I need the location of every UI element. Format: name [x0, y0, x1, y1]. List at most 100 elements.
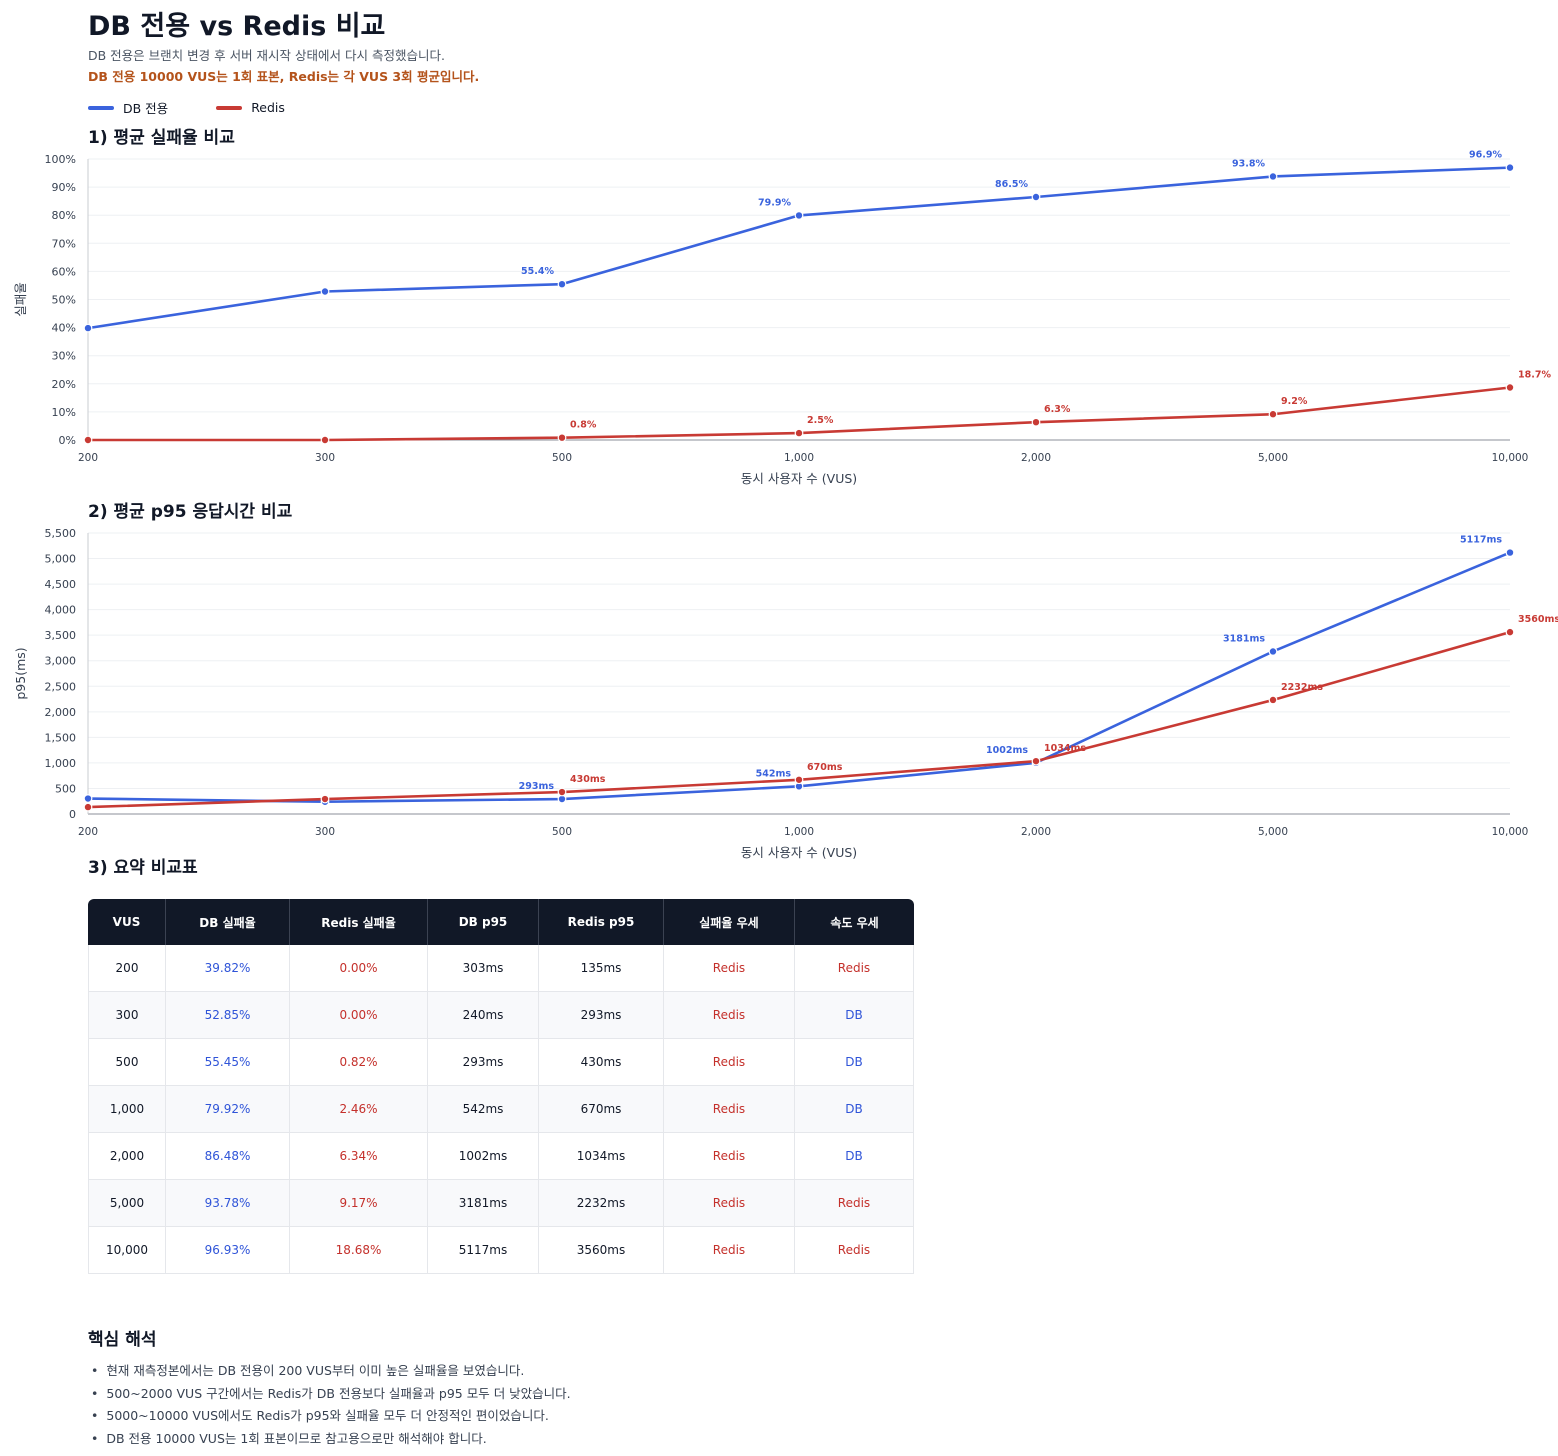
redis-data-point: [1268, 695, 1278, 705]
y-tick-label: 4,000: [45, 604, 77, 617]
insight-item: 500~2000 VUS 구간에서는 Redis가 DB 전용보다 실패율과 p…: [88, 1383, 570, 1406]
legend-label-db: DB 전용: [123, 101, 169, 116]
legend: DB 전용 Redis: [88, 98, 333, 117]
y-tick-label: 30%: [52, 350, 76, 363]
insight-item: DB 전용 10000 VUS는 1회 표본이므로 참고용으로만 해석해야 합니…: [88, 1428, 571, 1451]
table-row: 300 52.85% 0.00% 240ms 293ms Redis DB: [88, 992, 914, 1039]
table-cell: 670ms: [539, 1086, 664, 1133]
x-tick-label: 300: [315, 826, 335, 838]
table-cell: Redis: [664, 1086, 795, 1133]
db-data-label: 93.8%: [1232, 158, 1265, 169]
summary-table: VUS DB 실패율 Redis 실패율 DB p95 Redis p95 실패…: [88, 899, 914, 1274]
db-series-line: [87, 551, 1511, 804]
table-header-row: VUS DB 실패율 Redis 실패율 DB p95 Redis p95 실패…: [88, 899, 914, 945]
db-data-point: [83, 323, 93, 333]
y-tick-label: 90%: [52, 181, 76, 194]
db-data-label: 1002ms: [986, 745, 1028, 756]
table-row: 5,000 93.78% 9.17% 3181ms 2232ms Redis Redis: [88, 1180, 914, 1227]
y-tick-label: 500: [55, 782, 76, 795]
table-cell: Redis: [664, 1180, 795, 1227]
table-cell: Redis: [664, 1227, 795, 1274]
db-data-point: [557, 279, 567, 289]
table-cell: 293ms: [428, 1039, 539, 1086]
sample-note: DB 전용 10000 VUS는 1회 표본, Redis는 각 VUS 3회 …: [88, 69, 480, 84]
col-header-db-p95: DB p95: [428, 899, 539, 945]
insight-item: 현재 재측정본에서는 DB 전용이 200 VUS부터 이미 높은 실패율을 보…: [88, 1360, 571, 1383]
x-tick-label: 5,000: [1258, 826, 1288, 838]
redis-data-point: [794, 428, 804, 438]
table-cell: 39.82%: [166, 945, 290, 992]
table-cell: 293ms: [539, 992, 664, 1039]
x-axis-title: 동시 사용자 수 (VUS): [741, 471, 857, 486]
table-cell: 0.00%: [290, 945, 428, 992]
y-tick-label: 60%: [52, 265, 76, 278]
legend-item-db: DB 전용: [88, 98, 168, 117]
insights-list: 현재 재측정본에서는 DB 전용이 200 VUS부터 이미 높은 실패율을 보…: [88, 1360, 571, 1451]
redis-data-point: [1268, 409, 1278, 419]
redis-data-point: [557, 787, 567, 797]
table-row: 1,000 79.92% 2.46% 542ms 670ms Redis DB: [88, 1086, 914, 1133]
redis-data-label: 9.2%: [1281, 396, 1308, 407]
db-data-point: [794, 211, 804, 220]
db-data-point: [1505, 548, 1515, 557]
y-tick-label: 3,000: [45, 655, 77, 668]
x-tick-label: 200: [78, 826, 98, 838]
table-cell: DB: [795, 1039, 914, 1086]
table-body: 200 39.82% 0.00% 303ms 135ms Redis Redis 300 52.…: [88, 945, 914, 1274]
table-row: 500 55.45% 0.82% 293ms 430ms Redis DB: [88, 1039, 914, 1086]
table-cell: 1,000: [88, 1086, 166, 1133]
x-tick-label: 10,000: [1492, 826, 1529, 838]
page-subtitle: DB 전용은 브랜치 변경 후 서버 재시작 상태에서 다시 측정했습니다.: [88, 48, 445, 63]
db-data-label: 293ms: [519, 781, 555, 792]
table-cell: 96.93%: [166, 1227, 290, 1274]
y-tick-label: 1,000: [45, 757, 77, 770]
redis-data-point: [1031, 417, 1041, 427]
redis-data-point: [1505, 383, 1515, 392]
table-cell: 430ms: [539, 1039, 664, 1086]
redis-data-point: [794, 775, 804, 785]
table-cell: 303ms: [428, 945, 539, 992]
x-tick-label: 500: [552, 452, 572, 464]
y-tick-label: 5,000: [45, 553, 77, 566]
x-tick-label: 1,000: [784, 452, 814, 464]
db-data-point: [1031, 192, 1041, 202]
col-header-db-fail: DB 실패율: [166, 899, 290, 945]
y-tick-label: 20%: [52, 378, 76, 391]
table-cell: 2232ms: [539, 1180, 664, 1227]
redis-data-label: 3560ms: [1518, 614, 1558, 625]
col-header-vus: VUS: [88, 899, 166, 945]
p95-section-title: 2) 평균 p95 응답시간 비교: [88, 502, 293, 522]
y-tick-label: 0%: [59, 434, 76, 447]
table-cell: 10,000: [88, 1227, 166, 1274]
table-cell: DB: [795, 1133, 914, 1180]
col-header-fail-winner: 실패율 우세: [664, 899, 795, 945]
y-tick-label: 40%: [52, 322, 76, 335]
y-tick-label: 10%: [52, 406, 76, 419]
redis-data-point: [557, 433, 567, 443]
legend-swatch-db: [88, 105, 114, 110]
table-cell: 2.46%: [290, 1086, 428, 1133]
x-tick-label: 500: [552, 826, 572, 838]
db-data-point: [1268, 647, 1278, 656]
col-header-redis-fail: Redis 실패율: [290, 899, 428, 945]
redis-data-point: [1505, 627, 1515, 637]
redis-data-label: 18.7%: [1518, 370, 1551, 381]
table-cell: 5117ms: [428, 1227, 539, 1274]
redis-data-label: 6.3%: [1044, 404, 1071, 415]
failure-section-title: 1) 평균 실패율 비교: [88, 128, 235, 148]
y-tick-label: 0: [69, 808, 76, 821]
table-cell: Redis: [795, 1180, 914, 1227]
table-cell: Redis: [795, 1227, 914, 1274]
db-data-point: [1505, 163, 1515, 173]
redis-data-label: 430ms: [570, 774, 606, 785]
db-data-point: [320, 287, 330, 296]
x-tick-label: 2,000: [1021, 452, 1051, 464]
table-cell: 1034ms: [539, 1133, 664, 1180]
table-cell: 300: [88, 992, 166, 1039]
table-row: 10,000 96.93% 18.68% 5117ms 3560ms Redis Redis: [88, 1227, 914, 1274]
insight-item: 5000~10000 VUS에서도 Redis가 p95와 실패율 모두 더 안…: [88, 1405, 571, 1428]
table-cell: 3560ms: [539, 1227, 664, 1274]
db-data-label: 79.9%: [758, 197, 791, 208]
db-data-point: [1268, 172, 1278, 181]
y-tick-label: 3,500: [45, 629, 77, 642]
